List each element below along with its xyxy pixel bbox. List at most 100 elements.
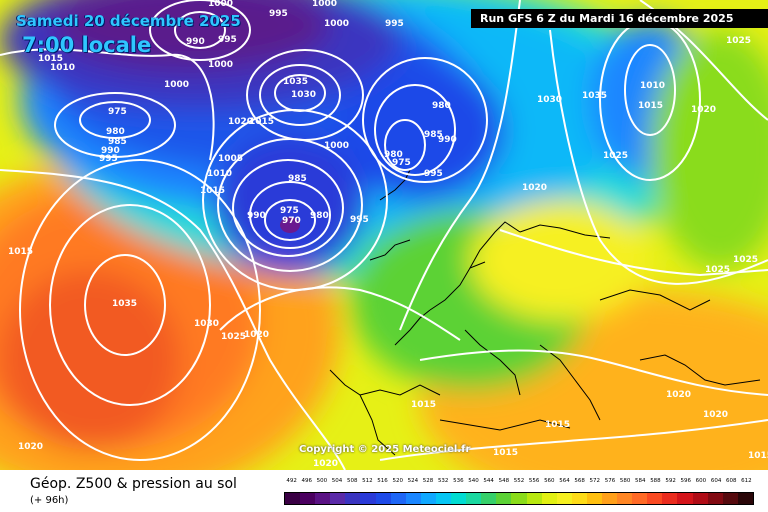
pressure-label: 1020 (703, 410, 728, 420)
legend-swatch (375, 493, 391, 504)
pressure-label: 995 (99, 154, 118, 164)
pressure-label: 1000 (208, 60, 233, 70)
legend-swatch (420, 493, 436, 504)
pressure-label: 1010 (207, 169, 232, 179)
pressure-label: 980 (432, 101, 451, 111)
legend-swatch (692, 493, 708, 504)
pressure-label: 1015 (493, 448, 518, 458)
pressure-label: 1020 (228, 117, 253, 127)
pressure-label: 1000 (324, 19, 349, 29)
legend-label: 596 (680, 478, 692, 484)
footer-title: Géop. Z500 & pression au sol (30, 476, 237, 492)
legend-label: 512 (362, 478, 373, 484)
pressure-label: 990 (247, 211, 266, 221)
pressure-label: 1020 (313, 459, 338, 469)
coastlines (329, 169, 761, 456)
legend-label: 520 (392, 478, 403, 484)
legend-label: 552 (513, 478, 525, 484)
pressure-label: 1015 (638, 101, 663, 111)
pressure-label: 1020 (666, 390, 691, 400)
pressure-label: 1025 (733, 255, 758, 265)
legend-swatch (315, 493, 331, 504)
pressure-label: 1035 (582, 91, 607, 101)
legend-label: 548 (498, 478, 510, 484)
legend-swatch (541, 493, 557, 504)
forecast-lead-time: (+ 96h) (30, 495, 69, 506)
legend-label: 568 (574, 478, 585, 484)
pressure-label: 1025 (603, 151, 628, 161)
legend-label: 612 (741, 478, 752, 484)
pressure-label: 985 (424, 130, 443, 140)
legend-swatch (722, 493, 738, 504)
pressure-label: 1020 (691, 105, 716, 115)
pressure-label: 1035 (283, 77, 308, 87)
legend-label: 532 (437, 478, 449, 484)
legend-swatch (556, 493, 572, 504)
pressure-label: 1020 (244, 330, 269, 340)
pressure-label: 1010 (50, 63, 75, 73)
pressure-label: 1005 (218, 154, 243, 164)
pressure-label: 1000 (164, 80, 189, 90)
legend-swatch (435, 493, 452, 504)
legend-swatch (586, 493, 602, 504)
pressure-label: 975 (108, 107, 127, 117)
legend-label: 588 (650, 478, 661, 484)
pressure-label: 1015 (8, 247, 33, 257)
pressure-label: 995 (269, 9, 288, 19)
legend-swatch (677, 493, 693, 504)
legend-swatch (451, 493, 467, 504)
legend-swatch (330, 493, 346, 504)
pressure-label: 1030 (537, 95, 562, 105)
pressure-label: 980 (384, 150, 403, 160)
legend-label: 508 (346, 478, 358, 484)
pressure-label: 1010 (640, 81, 665, 91)
pressure-label: 1015 (249, 117, 274, 127)
pressure-label: 995 (385, 19, 404, 29)
pressure-label: 1000 (312, 0, 337, 9)
pressure-label: 1015 (748, 451, 768, 461)
legend-swatch (647, 493, 663, 504)
legend-label: 592 (665, 478, 676, 484)
pressure-label: 1025 (726, 36, 751, 46)
legend-label: 496 (301, 478, 312, 484)
legend-label: 576 (604, 478, 616, 484)
legend-swatch (707, 493, 723, 504)
pressure-labels: 995 1000 995 1000 1000 990 995 1000 1015… (8, 0, 768, 469)
legend-label: 604 (710, 478, 722, 484)
pressure-label: 1030 (291, 90, 316, 100)
legend-swatch (405, 493, 421, 504)
legend-label: 572 (589, 478, 601, 484)
legend-swatch (737, 493, 753, 504)
legend-label: 528 (422, 478, 434, 484)
pressure-label: 980 (106, 127, 125, 137)
legend-swatch (285, 493, 301, 504)
legend-swatch (571, 493, 587, 504)
pressure-label: 990 (438, 135, 457, 145)
legend-label: 492 (286, 478, 297, 484)
pressure-label: 995 (424, 169, 443, 179)
legend-label: 564 (559, 478, 570, 484)
legend-swatch (360, 493, 376, 504)
pressure-label: 1035 (112, 299, 137, 309)
pressure-label: 1015 (200, 186, 225, 196)
legend-labels: 492 496 500 504 508 512 516 520 524 528 532 536 540 5… (284, 478, 754, 487)
pressure-label: 985 (288, 174, 307, 184)
pressure-label: 1000 (208, 0, 233, 9)
legend-label: 608 (726, 478, 737, 484)
legend-swatch (662, 493, 678, 504)
pressure-label: 1000 (324, 141, 349, 151)
pressure-label: 1020 (18, 442, 43, 452)
legend-label: 504 (331, 478, 343, 484)
pressure-label: 1015 (411, 400, 436, 410)
legend-swatch (300, 493, 316, 504)
pressure-label: 1025 (221, 332, 246, 342)
pressure-label: 995 (350, 215, 369, 225)
valid-time: 7:00 locale (22, 33, 152, 57)
pressure-label: 975 (280, 206, 299, 216)
legend-swatch (526, 493, 542, 504)
legend-swatch (481, 493, 497, 504)
legend-label: 580 (619, 478, 631, 484)
pressure-label: 975 (392, 158, 411, 168)
geopotential-field (0, 0, 768, 470)
